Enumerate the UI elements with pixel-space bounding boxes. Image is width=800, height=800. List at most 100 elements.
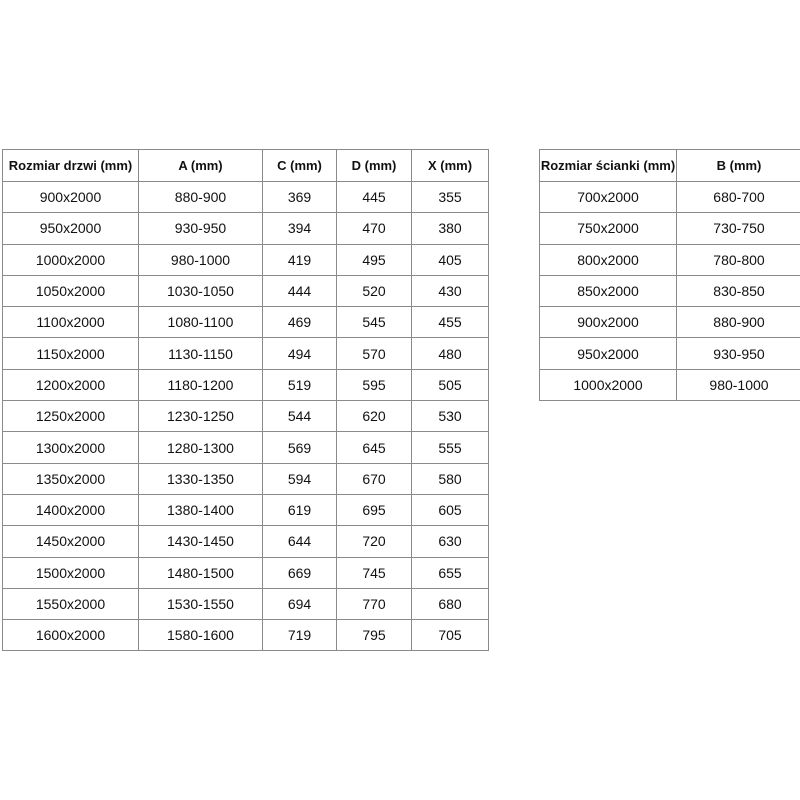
table-cell: 880-900 [138, 180, 263, 214]
table-cell: 645 [336, 431, 412, 464]
table-cell: 405 [411, 243, 489, 276]
table-row: 1050x2000 1030-1050 444 520 430 [2, 274, 489, 308]
table-cell: 630 [411, 525, 489, 558]
table-row: 750x2000 730-750 [539, 212, 800, 245]
table-cell: 1550x2000 [2, 587, 139, 621]
table-cell: 1180-1200 [138, 368, 263, 402]
table-cell: 1500x2000 [2, 556, 139, 589]
table-cell: 1400x2000 [2, 493, 139, 527]
table-cell: 594 [262, 462, 337, 495]
table-cell: 900x2000 [539, 306, 677, 339]
table-cell: 1580-1600 [138, 619, 263, 652]
table-cell: 1530-1550 [138, 587, 263, 621]
table-row: 800x2000 780-800 [539, 243, 800, 276]
table-cell: 620 [336, 400, 412, 433]
column-header: D (mm) [336, 149, 412, 182]
table-cell: 545 [336, 306, 412, 339]
table-cell: 1000x2000 [2, 243, 139, 276]
table-cell: 1200x2000 [2, 368, 139, 402]
table-cell: 430 [411, 274, 489, 308]
table-cell: 1450x2000 [2, 525, 139, 558]
column-header: Rozmiar drzwi (mm) [2, 149, 139, 182]
table-cell: 930-950 [138, 212, 263, 245]
table-cell: 1080-1100 [138, 306, 263, 339]
table-cell: 745 [336, 556, 412, 589]
table-cell: 730-750 [676, 212, 800, 245]
table-cell: 1230-1250 [138, 400, 263, 433]
table-cell: 445 [336, 180, 412, 214]
table-cell: 1250x2000 [2, 400, 139, 433]
table-cell: 1000x2000 [539, 368, 677, 402]
table-cell: 880-900 [676, 306, 800, 339]
table-cell: 930-950 [676, 337, 800, 370]
table-cell: 795 [336, 619, 412, 652]
column-header: B (mm) [676, 149, 800, 182]
table-cell: 580 [411, 462, 489, 495]
table-cell: 800x2000 [539, 243, 677, 276]
table-cell: 950x2000 [2, 212, 139, 245]
table-cell: 720 [336, 525, 412, 558]
table-cell: 495 [336, 243, 412, 276]
door-size-table: Rozmiar drzwi (mm) A (mm) C (mm) D (mm) X (m… [2, 149, 489, 652]
table-cell: 555 [411, 431, 489, 464]
table-row: 1300x2000 1280-1300 569 645 555 [2, 431, 489, 464]
header-row: Rozmiar ścianki (mm) B (mm) [539, 149, 800, 182]
table-cell: 494 [262, 337, 337, 370]
table-cell: 1480-1500 [138, 556, 263, 589]
table-cell: 419 [262, 243, 337, 276]
table-cell: 700x2000 [539, 180, 677, 214]
table-cell: 470 [336, 212, 412, 245]
table-cell: 1150x2000 [2, 337, 139, 370]
table-cell: 1330-1350 [138, 462, 263, 495]
table-row: 1500x2000 1480-1500 669 745 655 [2, 556, 489, 589]
table-cell: 670 [336, 462, 412, 495]
table-row: 1450x2000 1430-1450 644 720 630 [2, 525, 489, 558]
table-cell: 850x2000 [539, 274, 677, 308]
table-cell: 455 [411, 306, 489, 339]
table-cell: 1380-1400 [138, 493, 263, 527]
table-cell: 569 [262, 431, 337, 464]
table-row: 1250x2000 1230-1250 544 620 530 [2, 400, 489, 433]
table-cell: 1100x2000 [2, 306, 139, 339]
table-cell: 680 [411, 587, 489, 621]
table-cell: 355 [411, 180, 489, 214]
table-row: 950x2000 930-950 394 470 380 [2, 212, 489, 245]
table-row: 1000x2000 980-1000 [539, 368, 800, 402]
column-header: C (mm) [262, 149, 337, 182]
table-cell: 669 [262, 556, 337, 589]
wall-size-table: Rozmiar ścianki (mm) B (mm) 700x2000 680-7… [539, 149, 800, 402]
table-cell: 1030-1050 [138, 274, 263, 308]
table-cell: 980-1000 [138, 243, 263, 276]
table-cell: 780-800 [676, 243, 800, 276]
table-cell: 644 [262, 525, 337, 558]
table-cell: 544 [262, 400, 337, 433]
table-cell: 770 [336, 587, 412, 621]
table-row: 900x2000 880-900 [539, 306, 800, 339]
table-cell: 950x2000 [539, 337, 677, 370]
table-row: 1350x2000 1330-1350 594 670 580 [2, 462, 489, 495]
table-cell: 750x2000 [539, 212, 677, 245]
table-cell: 1300x2000 [2, 431, 139, 464]
table-cell: 1130-1150 [138, 337, 263, 370]
table-cell: 1280-1300 [138, 431, 263, 464]
table-row: 1550x2000 1530-1550 694 770 680 [2, 587, 489, 621]
table-cell: 519 [262, 368, 337, 402]
table-cell: 570 [336, 337, 412, 370]
table-cell: 719 [262, 619, 337, 652]
table-row: 950x2000 930-950 [539, 337, 800, 370]
table-cell: 394 [262, 212, 337, 245]
table-row: 900x2000 880-900 369 445 355 [2, 180, 489, 214]
table-cell: 505 [411, 368, 489, 402]
table-cell: 694 [262, 587, 337, 621]
table-cell: 1050x2000 [2, 274, 139, 308]
table-row: 1200x2000 1180-1200 519 595 505 [2, 368, 489, 402]
table-row: 1150x2000 1130-1150 494 570 480 [2, 337, 489, 370]
table-cell: 705 [411, 619, 489, 652]
table-cell: 680-700 [676, 180, 800, 214]
table-cell: 595 [336, 368, 412, 402]
table-cell: 1430-1450 [138, 525, 263, 558]
table-cell: 530 [411, 400, 489, 433]
table-cell: 480 [411, 337, 489, 370]
table-cell: 605 [411, 493, 489, 527]
table-cell: 380 [411, 212, 489, 245]
